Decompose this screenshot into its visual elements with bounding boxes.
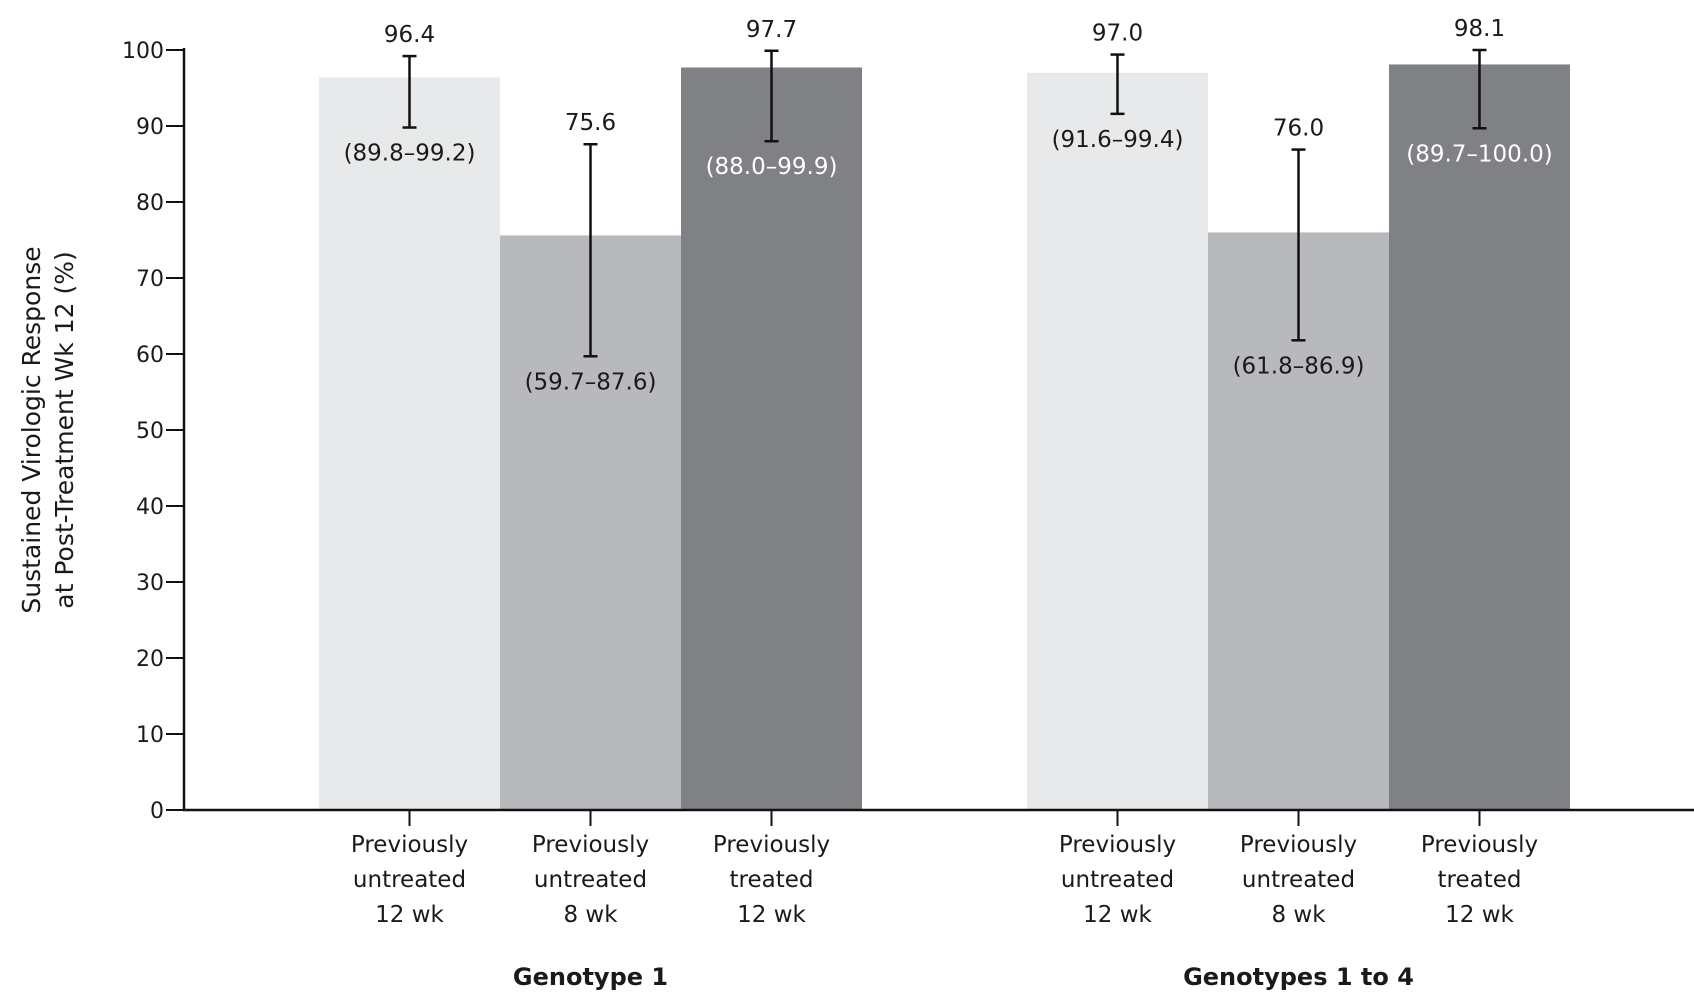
category-label: untreated bbox=[1242, 867, 1355, 893]
value-label: 98.1 bbox=[1454, 16, 1505, 42]
value-label: 75.6 bbox=[565, 110, 616, 136]
bars-layer bbox=[319, 64, 1570, 811]
y-axis-title: Sustained Virologic Response at Post-Trea… bbox=[17, 246, 79, 613]
ci-label: (89.7–100.0) bbox=[1406, 141, 1553, 167]
y-tick-label: 40 bbox=[136, 495, 164, 520]
error-bars-layer bbox=[402, 48, 1487, 358]
category-label: treated bbox=[1438, 867, 1522, 893]
y-tick-label: 0 bbox=[150, 799, 164, 824]
y-tick-label: 70 bbox=[136, 267, 164, 292]
axes-layer bbox=[166, 48, 1694, 826]
category-label: Previously bbox=[1240, 832, 1357, 858]
y-tick-label: 100 bbox=[122, 39, 164, 64]
bar bbox=[319, 77, 500, 811]
category-label: Previously bbox=[1059, 832, 1176, 858]
category-label: 12 wk bbox=[1083, 902, 1152, 928]
category-label: untreated bbox=[1061, 867, 1174, 893]
category-label: Previously bbox=[351, 832, 468, 858]
category-label: 8 wk bbox=[1271, 902, 1326, 928]
category-label: 8 wk bbox=[563, 902, 618, 928]
y-tick-label: 80 bbox=[136, 191, 164, 216]
labels-layer: 96.4 (89.8–99.2) Previously untreated 12 wk 7… bbox=[17, 16, 1553, 991]
y-tick-label: 90 bbox=[136, 115, 164, 140]
y-tick-label: 60 bbox=[136, 343, 164, 368]
ci-label: (91.6–99.4) bbox=[1052, 127, 1184, 153]
value-label: 76.0 bbox=[1273, 116, 1324, 142]
value-label: 97.7 bbox=[746, 17, 797, 43]
group-label: Genotypes 1 to 4 bbox=[1183, 963, 1414, 991]
value-label: 96.4 bbox=[384, 22, 435, 48]
ci-label: (88.0–99.9) bbox=[706, 154, 838, 180]
y-tick-label: 10 bbox=[136, 723, 164, 748]
category-label: 12 wk bbox=[1445, 902, 1514, 928]
bar bbox=[1027, 72, 1208, 811]
category-label: Previously bbox=[713, 832, 830, 858]
category-label: 12 wk bbox=[375, 902, 444, 928]
y-tick-label: 50 bbox=[136, 419, 164, 444]
y-tick-label: 30 bbox=[136, 571, 164, 596]
ci-label: (61.8–86.9) bbox=[1233, 353, 1365, 379]
y-tick-label: 20 bbox=[136, 647, 164, 672]
y-axis-title-line: at Post-Treatment Wk 12 (%) bbox=[50, 251, 79, 608]
category-label: treated bbox=[730, 867, 814, 893]
y-axis-title-line: Sustained Virologic Response bbox=[17, 246, 46, 613]
category-label: 12 wk bbox=[737, 902, 806, 928]
bar bbox=[681, 67, 862, 811]
value-label: 97.0 bbox=[1092, 21, 1143, 47]
category-label: Previously bbox=[1421, 832, 1538, 858]
ci-label: (59.7–87.6) bbox=[525, 369, 657, 395]
category-label: Previously bbox=[532, 832, 649, 858]
category-label: untreated bbox=[353, 867, 466, 893]
category-label: untreated bbox=[534, 867, 647, 893]
ci-label: (89.8–99.2) bbox=[344, 141, 476, 167]
bar bbox=[1389, 64, 1570, 810]
group-label: Genotype 1 bbox=[513, 963, 668, 991]
